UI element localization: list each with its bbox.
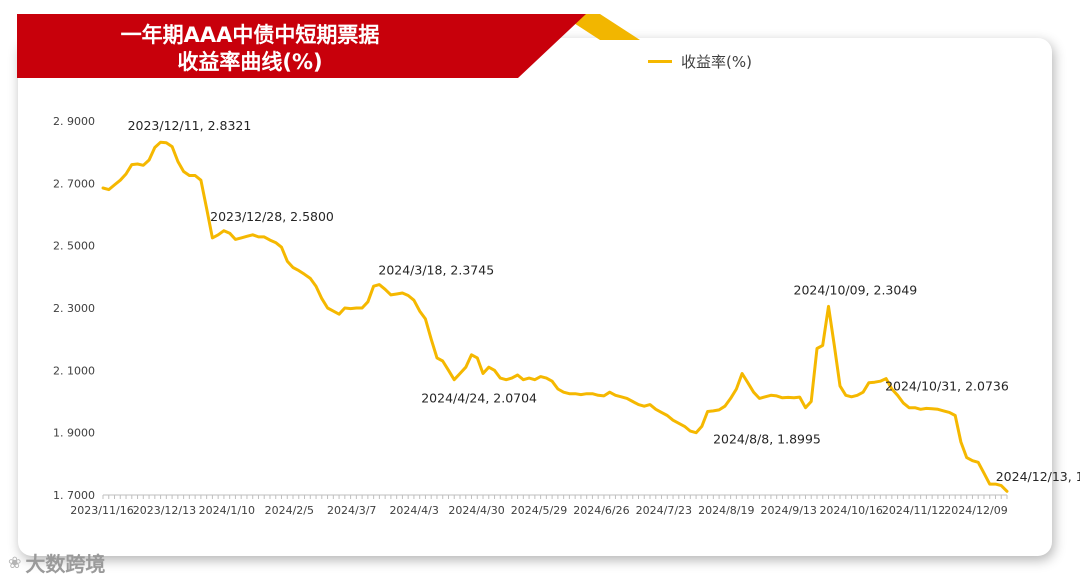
x-tick-label: 2024/4/30: [448, 504, 504, 517]
data-label: 2023/12/11, 2.8321: [128, 118, 252, 133]
chart-title-line2: 收益率曲线(%): [177, 50, 323, 74]
x-axis: [102, 494, 1008, 499]
data-label: 2024/12/13, 1.7350: [996, 469, 1080, 484]
x-tick-label: 2024/9/13: [761, 504, 817, 517]
chart-title-line1: 一年期AAA中债中短期票据: [120, 23, 380, 47]
y-tick-label: 2. 3000: [53, 302, 95, 315]
watermark: ❀ 大数跨境: [8, 548, 105, 577]
data-label: 2024/3/18, 2.3745: [378, 263, 494, 278]
x-tick-label: 2023/11/16: [70, 504, 133, 517]
series-layer: [101, 140, 1009, 493]
x-tick-label: 2024/7/23: [636, 504, 692, 517]
series-line: [101, 140, 1009, 493]
x-tick-label: 2024/4/3: [389, 504, 438, 517]
data-label: 2024/4/24, 2.0704: [421, 391, 537, 406]
x-tick-label: 2024/11/12: [882, 504, 945, 517]
legend-swatch: [648, 60, 672, 63]
x-axis-tick-labels: 2023/11/16 2023/12/13 2024/1/10 2024/2/5 202…: [70, 504, 1007, 517]
x-tick-label: 2024/10/16: [819, 504, 882, 517]
banner-accent: [560, 14, 640, 40]
logo-icon: ❀: [8, 553, 22, 572]
data-label: 2024/10/09, 2.3049: [794, 282, 918, 297]
x-tick-label: 2024/1/10: [199, 504, 255, 517]
y-tick-label: 2. 5000: [53, 240, 95, 253]
x-tick-label: 2024/12/09: [944, 504, 1007, 517]
y-tick-label: 2. 1000: [53, 364, 95, 377]
y-axis-ticks: 2. 9000 2. 7000 2. 5000 2. 3000 2. 1000 1. 90…: [53, 115, 95, 502]
data-label: 2024/8/8, 1.8995: [713, 432, 821, 447]
x-tick-label: 2024/3/7: [327, 504, 376, 517]
x-tick-label: 2024/8/19: [698, 504, 754, 517]
x-tick-label: 2023/12/13: [133, 504, 196, 517]
y-tick-label: 1. 9000: [53, 427, 95, 440]
annotation-layer: 2023/12/11, 2.8321 2023/12/28, 2.5800 2024…: [128, 118, 1080, 484]
y-tick-label: 2. 9000: [53, 115, 95, 128]
y-tick-label: 1. 7000: [53, 489, 95, 502]
x-tick-label: 2024/2/5: [265, 504, 314, 517]
data-label: 2024/10/31, 2.0736: [885, 379, 1009, 394]
watermark-text: 大数跨境: [25, 552, 106, 576]
data-label: 2023/12/28, 2.5800: [210, 209, 334, 224]
legend: 收益率(%): [648, 51, 752, 72]
y-tick-label: 2. 7000: [53, 177, 95, 190]
x-tick-label: 2024/5/29: [511, 504, 567, 517]
x-tick-label: 2024/6/26: [573, 504, 629, 517]
chart-card: [18, 38, 1052, 556]
legend-label: 收益率(%): [681, 53, 752, 71]
chart-title: 一年期AAA中债中短期票据 收益率曲线(%): [70, 22, 430, 76]
title-banner: [17, 14, 586, 78]
